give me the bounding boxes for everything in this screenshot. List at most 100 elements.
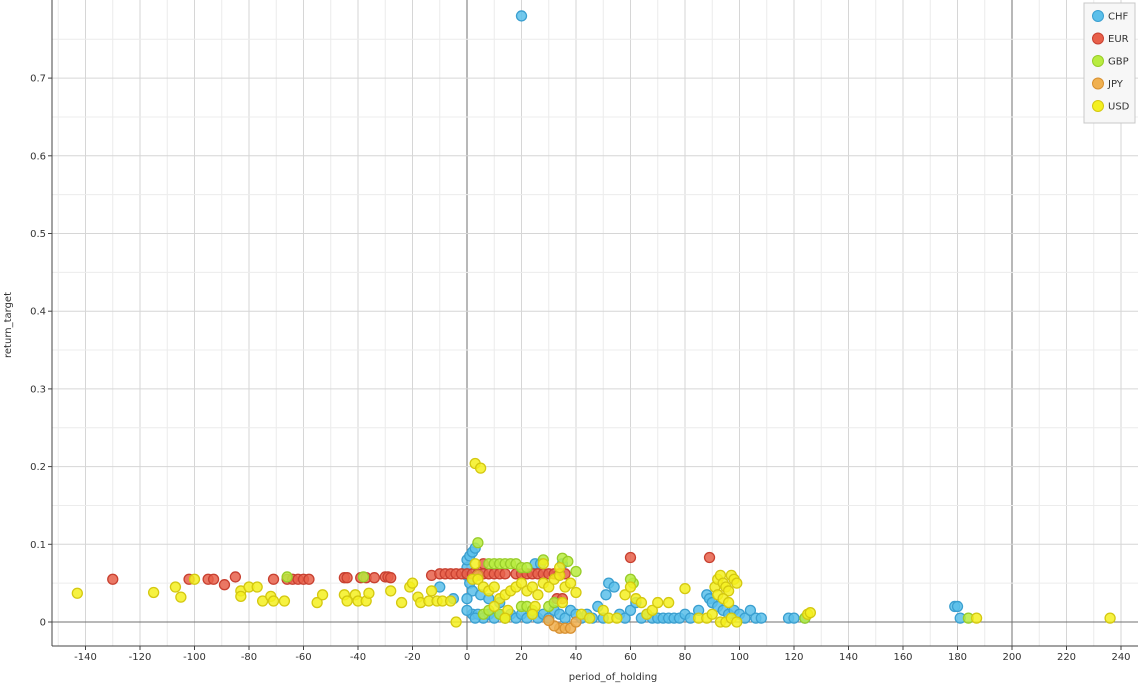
x-tick-label: 80	[679, 652, 692, 663]
x-tick-label: -100	[183, 652, 206, 663]
y-tick-label: 0.7	[30, 74, 46, 85]
x-tick-label: -20	[404, 652, 420, 663]
x-tick-label: -80	[241, 652, 257, 663]
legend-label-eur: EUR	[1108, 34, 1129, 45]
data-points	[71, 10, 1116, 634]
grid-lines	[52, 0, 1138, 646]
data-point-usd	[450, 616, 462, 628]
legend-marker-chf	[1092, 10, 1104, 22]
data-point-usd	[363, 587, 375, 599]
data-point-usd	[532, 589, 544, 601]
data-point-usd	[537, 558, 549, 570]
legend-label-jpy: JPY	[1107, 79, 1124, 90]
data-point-gbp	[521, 561, 533, 574]
legend-marker-gbp	[1092, 55, 1104, 67]
legend-label-usd: USD	[1108, 102, 1130, 113]
data-point-usd	[526, 608, 539, 620]
x-tick-label: 180	[948, 652, 967, 663]
data-point-usd	[570, 586, 582, 599]
data-point-usd	[385, 585, 397, 597]
data-point-usd	[235, 590, 247, 603]
data-point-eur	[368, 572, 381, 584]
data-point-usd	[611, 612, 623, 624]
data-point-usd	[731, 616, 743, 628]
data-point-usd	[469, 558, 481, 570]
data-point-usd	[341, 595, 353, 607]
data-point-chf	[744, 604, 757, 616]
x-tick-label: -60	[295, 652, 311, 663]
legend-label-gbp: GBP	[1108, 57, 1129, 68]
y-tick-label: 0.2	[30, 462, 46, 473]
data-point-gbp	[570, 565, 582, 578]
x-tick-label: -40	[350, 652, 366, 663]
data-point-gbp	[281, 571, 293, 583]
data-point-usd	[635, 596, 648, 609]
x-tick-label: 60	[624, 652, 637, 663]
x-tick-label: 100	[730, 652, 749, 663]
data-point-usd	[169, 581, 182, 593]
data-point-eur	[267, 573, 280, 585]
data-point-usd	[652, 596, 664, 609]
data-point-jpy	[543, 614, 555, 627]
legend-label-chf: CHF	[1108, 12, 1129, 23]
legend-marker-usd	[1092, 100, 1104, 112]
data-point-usd	[1104, 612, 1116, 624]
data-point-usd	[251, 581, 263, 593]
data-point-usd	[804, 607, 816, 619]
y-tick-label: 0.6	[30, 151, 46, 162]
data-point-eur	[107, 573, 119, 585]
x-tick-label: 160	[893, 652, 912, 663]
data-point-usd	[619, 589, 631, 601]
x-tick-label: -140	[74, 652, 97, 663]
data-point-usd	[679, 582, 691, 595]
series-chf	[434, 10, 966, 624]
data-point-usd	[71, 587, 83, 599]
data-point-usd	[488, 581, 500, 593]
x-tick-label: 200	[1002, 652, 1021, 663]
series-usd	[71, 457, 1116, 628]
data-point-usd	[406, 577, 419, 589]
x-tick-label: 240	[1111, 652, 1130, 663]
data-point-usd	[175, 591, 187, 603]
data-point-usd	[515, 577, 528, 589]
axes: -140 -120 -100 -80 -60 -40 -20 0 20 40 60 80 100 120 1…	[30, 0, 1138, 663]
legend-box	[1083, 2, 1136, 124]
data-point-chf	[600, 589, 612, 601]
x-tick-label: 40	[570, 652, 583, 663]
data-point-gbp	[562, 555, 574, 568]
data-point-usd	[147, 586, 160, 599]
data-point-usd	[663, 596, 675, 609]
data-point-usd	[556, 596, 569, 609]
data-point-usd	[543, 581, 555, 593]
data-point-chf	[755, 612, 767, 624]
data-point-usd	[722, 585, 735, 597]
data-point-usd	[188, 573, 201, 585]
x-tick-label: -120	[129, 652, 152, 663]
y-tick-label: 0.3	[30, 384, 46, 395]
data-point-eur	[218, 579, 231, 591]
data-point-gbp	[357, 571, 370, 583]
data-point-chf	[461, 593, 473, 605]
data-point-usd	[583, 612, 596, 624]
series-gbp	[281, 537, 975, 624]
data-point-gbp	[472, 537, 484, 549]
data-point-usd	[488, 600, 500, 613]
x-tick-label: 120	[784, 652, 803, 663]
data-point-eur	[703, 551, 716, 564]
y-tick-label: 0.5	[30, 229, 46, 240]
data-point-chf	[608, 581, 620, 593]
y-tick-label: 0.4	[30, 307, 46, 318]
series-jpy	[472, 569, 582, 634]
data-point-jpy	[570, 616, 582, 628]
data-point-usd	[499, 612, 511, 624]
data-point-usd	[267, 595, 280, 607]
data-point-usd	[526, 581, 539, 593]
data-point-usd	[731, 577, 743, 589]
data-point-usd	[564, 577, 577, 589]
data-point-usd	[316, 589, 329, 601]
data-point-usd	[970, 612, 983, 624]
data-point-usd	[278, 595, 291, 607]
data-point-chf	[788, 612, 800, 624]
x-tick-label: 0	[464, 652, 470, 663]
